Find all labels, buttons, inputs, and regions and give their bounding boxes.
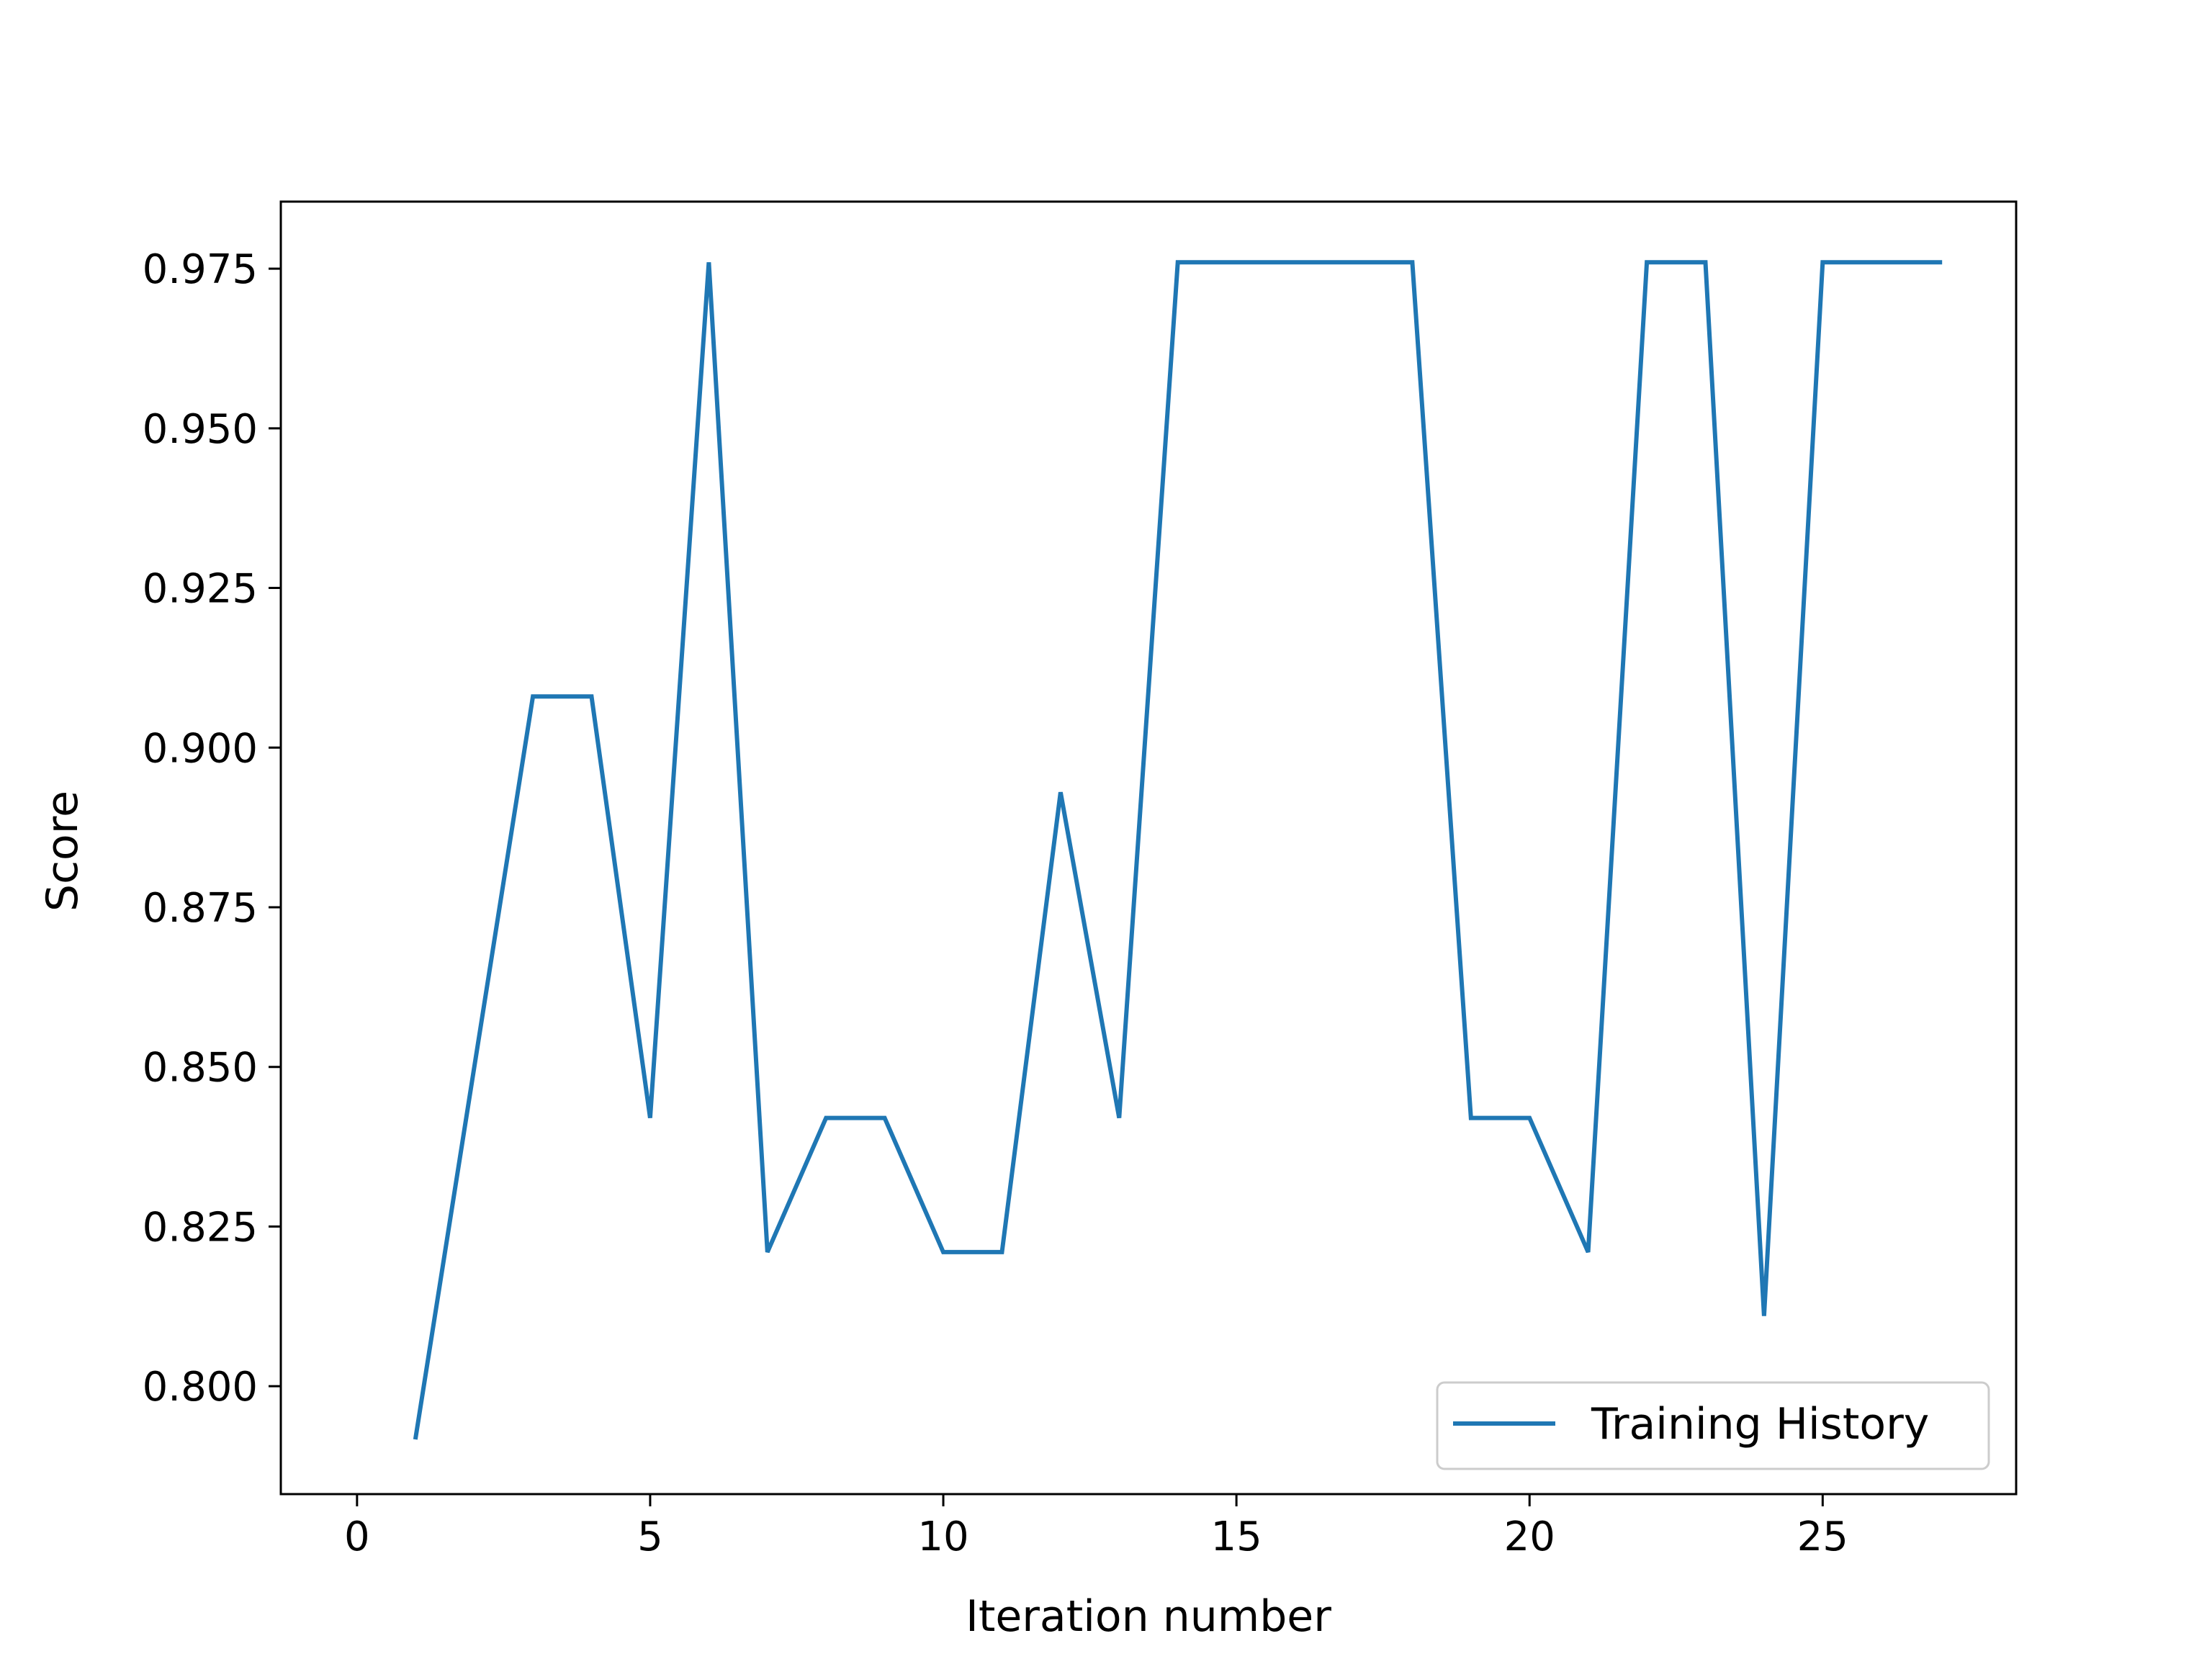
- axis-ticks: 0 5 10 15 20 25 0.800 0.825 0.850 0.875 0.900 0.925…: [143, 246, 1848, 1560]
- y-tick-label: 0.825: [143, 1204, 258, 1251]
- data-point: [1059, 791, 1062, 793]
- series-line-training-history: [413, 260, 1943, 1440]
- y-tick-label: 0.950: [143, 406, 258, 453]
- data-point: [1294, 261, 1297, 264]
- data-point: [1880, 261, 1883, 264]
- plot-area: [413, 260, 1943, 1440]
- data-point: [766, 1251, 769, 1254]
- y-axis-label: Score: [37, 791, 88, 912]
- data-point: [1235, 261, 1238, 264]
- y-tick-label: 0.925: [143, 566, 258, 613]
- data-point: [1587, 1251, 1590, 1254]
- data-point: [942, 1251, 945, 1254]
- data-point: [1645, 261, 1648, 264]
- x-tick-label: 5: [637, 1514, 663, 1560]
- legend: Training History: [1436, 1381, 1990, 1470]
- x-tick-label: 15: [1210, 1514, 1262, 1560]
- data-point: [414, 1436, 417, 1439]
- data-point: [1118, 1117, 1120, 1120]
- data-point: [1763, 1315, 1766, 1318]
- data-point: [884, 1117, 886, 1120]
- legend-box: [1436, 1381, 1990, 1470]
- data-point: [531, 695, 534, 698]
- data-point: [1177, 261, 1179, 264]
- x-tick-label: 25: [1797, 1514, 1848, 1560]
- axes-frame: [279, 200, 2018, 1496]
- y-tick-label: 0.875: [143, 885, 258, 932]
- data-point: [1352, 261, 1355, 264]
- data-point: [1704, 261, 1707, 264]
- data-point: [590, 695, 593, 698]
- x-tick-label: 0: [344, 1514, 370, 1560]
- data-point: [1821, 261, 1824, 264]
- x-axis-label: Iteration number: [966, 1591, 1331, 1642]
- data-point: [1938, 261, 1941, 264]
- data-point: [1000, 1251, 1003, 1254]
- y-tick-label: 0.975: [143, 246, 258, 293]
- data-point: [824, 1117, 827, 1120]
- x-tick-label: 20: [1504, 1514, 1555, 1560]
- data-point: [707, 261, 710, 264]
- legend-label: Training History: [1591, 1399, 1929, 1449]
- y-tick-label: 0.850: [143, 1045, 258, 1092]
- y-tick-label: 0.800: [143, 1364, 258, 1411]
- data-point: [1528, 1117, 1531, 1120]
- x-tick-label: 10: [917, 1514, 968, 1560]
- data-point: [649, 1117, 652, 1120]
- y-tick-label: 0.900: [143, 725, 258, 772]
- data-point: [1470, 1117, 1473, 1120]
- data-point: [1411, 261, 1413, 264]
- data-point: [473, 1066, 476, 1069]
